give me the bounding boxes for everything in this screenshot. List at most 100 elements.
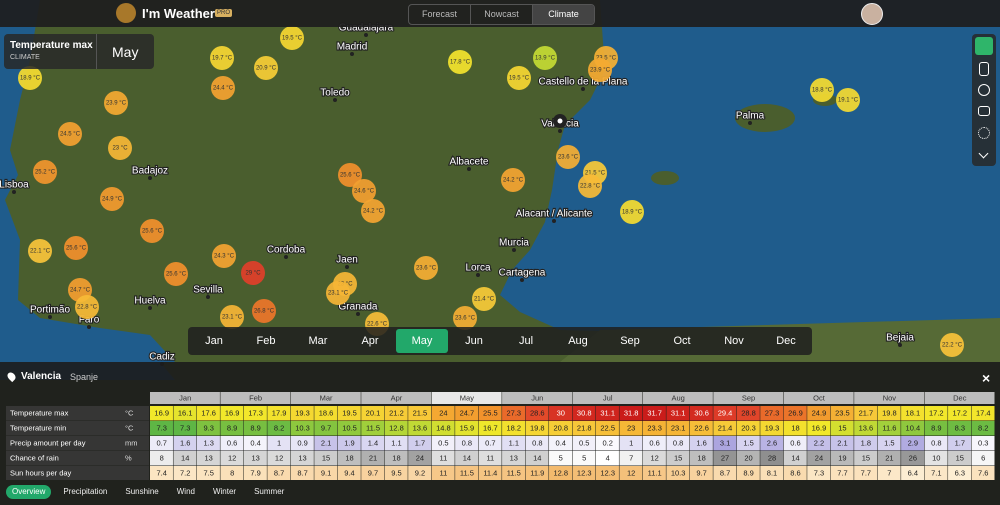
bottom-tab[interactable]: Precipitation <box>63 487 108 496</box>
value: 9.5 <box>391 468 401 477</box>
value: 9.1 <box>321 468 331 477</box>
value: 24 <box>815 453 823 462</box>
temperature-label: 24.3 °C <box>214 254 235 260</box>
value: 26 <box>909 453 917 462</box>
value-cell <box>830 466 854 480</box>
row-unit: mm <box>125 438 138 447</box>
value: 17.2 <box>952 408 967 417</box>
month-button[interactable]: Mar <box>308 335 328 347</box>
month-button[interactable]: Jun <box>465 335 483 347</box>
value: 10 <box>932 453 940 462</box>
temperature-label: 19.1 °C <box>838 98 859 104</box>
value-cell <box>666 466 690 480</box>
value: 8.9 <box>250 423 260 432</box>
place-label: Madrid <box>337 42 368 53</box>
value: 11.5 <box>366 423 380 432</box>
tool-wind[interactable] <box>978 84 990 96</box>
city-dot <box>520 278 524 282</box>
value-cell <box>173 451 197 466</box>
tool-sun[interactable] <box>978 127 990 139</box>
value: 7 <box>629 453 633 462</box>
value: 23.3 <box>647 423 662 432</box>
value-cell <box>549 466 572 480</box>
month-button[interactable]: Apr <box>361 335 379 347</box>
value: 24 <box>439 408 447 417</box>
temperature-label: 23.1 °C <box>222 315 243 321</box>
value: 0.7 <box>485 438 495 447</box>
value: 12 <box>627 468 635 477</box>
bottom-tab[interactable]: Sunshine <box>125 487 159 496</box>
place-label: Cadiz <box>149 352 175 363</box>
value-cell <box>572 421 596 436</box>
bottom-tab[interactable]: Wind <box>176 487 195 496</box>
row-label: Temperature min <box>10 423 66 432</box>
value: 19.3 <box>295 408 310 417</box>
value: 12 <box>650 453 658 462</box>
value: 3.1 <box>720 438 730 447</box>
value-cell <box>384 421 408 436</box>
tool-humidity[interactable] <box>978 106 990 116</box>
value-cell <box>549 421 572 436</box>
month-header-cell <box>220 392 291 404</box>
month-button[interactable]: May <box>396 329 448 353</box>
temperature-label: 24.5 °C <box>60 132 81 138</box>
tool-rain[interactable] <box>979 62 989 76</box>
value: 13.6 <box>413 423 428 432</box>
value: 21.5 <box>413 408 428 417</box>
value-cell <box>150 466 173 480</box>
value-cell <box>290 451 314 466</box>
value: 9.7 <box>368 468 378 477</box>
month-button[interactable]: Oct <box>673 335 691 347</box>
value: 4 <box>606 453 610 462</box>
value-cell <box>502 436 526 451</box>
value-cell <box>971 406 995 421</box>
value: 1.3 <box>203 438 213 447</box>
value: 27.3 <box>765 408 780 417</box>
value: 5 <box>559 453 563 462</box>
value: 17.3 <box>248 408 263 417</box>
bottom-tab[interactable]: Winter <box>212 487 237 496</box>
temperature-bubble <box>212 244 236 268</box>
temperature-bubble <box>28 239 52 263</box>
temperature-label: 20.9 °C <box>256 66 277 72</box>
row-label-bg <box>6 421 149 436</box>
temperature-label: 24.4 °C <box>213 86 234 92</box>
temperature-bubble <box>108 136 132 160</box>
layer-panel[interactable]: Temperature max CLIMATE May <box>4 34 154 69</box>
value-cell <box>924 421 948 436</box>
city-dot <box>356 312 360 316</box>
tab[interactable]: Forecast <box>421 9 457 19</box>
temperature-label: 19.7 °C <box>212 56 233 62</box>
value: 1.6 <box>180 438 190 447</box>
tab[interactable]: Nowcast <box>470 5 532 24</box>
bottom-tab[interactable]: Overview <box>6 485 52 499</box>
month-button[interactable]: Jul <box>518 335 534 347</box>
month-header: Jul <box>603 393 613 402</box>
month-button[interactable]: Jan <box>205 335 223 347</box>
tool-more[interactable] <box>978 148 989 159</box>
value: 7.4 <box>157 468 167 477</box>
avatar[interactable] <box>861 3 883 25</box>
close-button[interactable]: × <box>982 370 991 386</box>
value-cell <box>713 466 737 480</box>
month-button[interactable]: Dec <box>776 335 796 347</box>
city-dot <box>512 248 516 252</box>
month-button[interactable]: Aug <box>568 335 588 347</box>
value-cell <box>267 451 291 466</box>
bottom-tab[interactable]: Summer <box>254 487 285 496</box>
layer-title: Temperature max <box>10 40 93 51</box>
city-dot <box>148 306 152 310</box>
value: 28.6 <box>530 408 545 417</box>
temperature-label: 17.8 °C <box>450 60 471 66</box>
temperature-bubble <box>220 305 244 329</box>
bottom-tabs: Overview Precipitation Sunshine Wind Winter S… <box>6 485 290 499</box>
value: 0.8 <box>931 438 941 447</box>
month-button[interactable]: Sep <box>620 335 640 347</box>
value: 14.8 <box>436 423 451 432</box>
month-button[interactable]: Feb <box>256 335 276 347</box>
value: 7.5 <box>203 468 213 477</box>
month-button[interactable]: Nov <box>724 335 744 347</box>
value-cell <box>595 436 619 451</box>
tool-temperature[interactable] <box>975 37 993 55</box>
tab[interactable]: Climate <box>532 5 594 24</box>
